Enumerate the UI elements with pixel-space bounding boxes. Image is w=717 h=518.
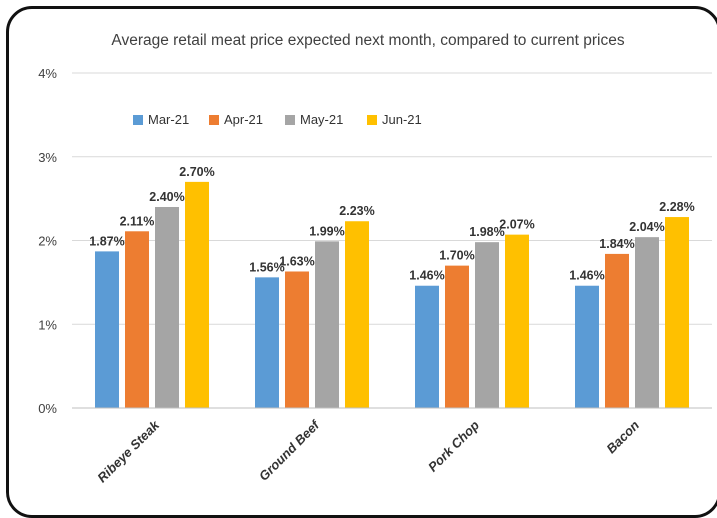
bar [155, 207, 179, 408]
data-label: 1.56% [249, 260, 284, 274]
legend-swatch [209, 115, 219, 125]
legend-label: Jun-21 [382, 112, 422, 127]
data-label: 1.99% [309, 224, 344, 238]
bar [285, 271, 309, 408]
bar [125, 231, 149, 408]
bar [315, 241, 339, 408]
bar [475, 242, 499, 408]
legend-label: May-21 [300, 112, 343, 127]
data-label: 2.28% [659, 200, 694, 214]
data-label: 1.84% [599, 237, 634, 251]
legend-label: Apr-21 [224, 112, 263, 127]
x-tick-label: Ribeye Steak [94, 417, 162, 485]
legend-swatch [133, 115, 143, 125]
bar [665, 217, 689, 408]
y-tick-label: 3% [38, 150, 57, 165]
chart-title: Average retail meat price expected next … [111, 32, 624, 49]
y-tick-label: 4% [38, 66, 57, 81]
data-label: 1.87% [89, 234, 124, 248]
bar [345, 221, 369, 408]
bar [255, 277, 279, 408]
data-label: 2.11% [120, 214, 155, 228]
bar [635, 237, 659, 408]
legend-label: Mar-21 [148, 112, 189, 127]
bar [445, 265, 469, 408]
bar [185, 181, 209, 408]
data-label: 2.70% [179, 165, 214, 179]
data-label: 2.40% [149, 190, 184, 204]
bar [415, 285, 439, 408]
x-tick-label: Pork Chop [425, 417, 482, 474]
data-label: 2.04% [629, 220, 664, 234]
data-label: 1.70% [439, 249, 474, 263]
y-tick-label: 0% [38, 401, 57, 416]
y-tick-label: 2% [38, 234, 57, 249]
data-label: 2.07% [499, 218, 534, 232]
y-tick-label: 1% [38, 317, 57, 332]
data-label: 1.46% [569, 269, 604, 283]
bar [95, 251, 119, 408]
bar [575, 285, 599, 408]
data-label: 2.23% [339, 204, 374, 218]
data-label: 1.63% [279, 254, 314, 268]
bar [605, 253, 629, 408]
legend-swatch [367, 115, 377, 125]
data-label: 1.46% [409, 269, 444, 283]
x-tick-label: Ground Beef [256, 416, 323, 483]
bar [505, 234, 529, 408]
x-tick-label: Bacon [603, 417, 642, 456]
legend-swatch [285, 115, 295, 125]
data-label: 1.98% [469, 225, 504, 239]
